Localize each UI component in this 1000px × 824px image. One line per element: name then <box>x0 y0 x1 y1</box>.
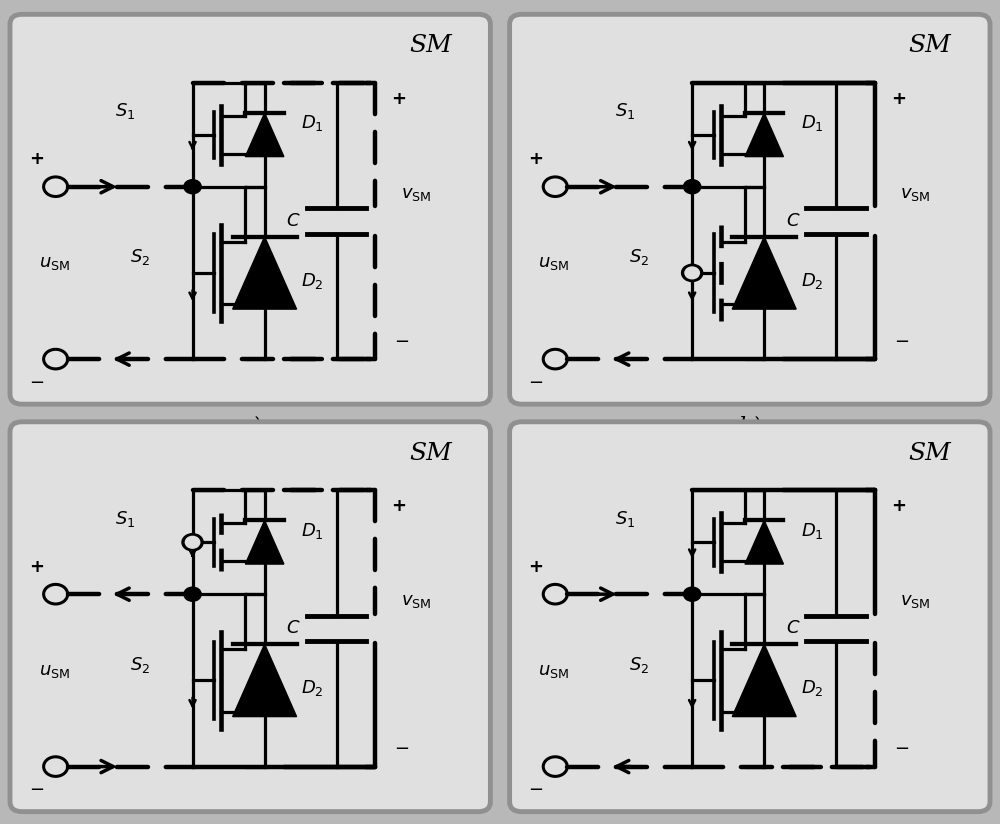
Polygon shape <box>233 644 297 717</box>
Text: $C$: $C$ <box>286 212 301 230</box>
Text: $S_1$: $S_1$ <box>615 508 635 529</box>
FancyBboxPatch shape <box>10 14 490 404</box>
Text: +: + <box>392 497 407 515</box>
Text: +: + <box>29 150 44 168</box>
Text: $D_2$: $D_2$ <box>801 678 824 698</box>
Text: $D_1$: $D_1$ <box>801 113 824 133</box>
Text: $D_1$: $D_1$ <box>301 521 324 541</box>
Text: SM: SM <box>409 34 452 57</box>
Text: $v_{\rm SM}$: $v_{\rm SM}$ <box>900 592 931 610</box>
Text: $S_2$: $S_2$ <box>629 655 649 675</box>
Text: $-$: $-$ <box>894 330 909 349</box>
Text: $S_1$: $S_1$ <box>615 101 635 121</box>
Circle shape <box>184 588 201 602</box>
Polygon shape <box>745 521 783 564</box>
Text: $S_2$: $S_2$ <box>130 655 150 675</box>
Text: SM: SM <box>409 442 452 465</box>
Circle shape <box>682 265 703 282</box>
Text: $u_{\rm SM}$: $u_{\rm SM}$ <box>538 662 570 680</box>
Text: b): b) <box>738 416 761 438</box>
Text: $-$: $-$ <box>29 372 44 390</box>
Text: +: + <box>891 497 906 515</box>
Text: $C$: $C$ <box>786 212 800 230</box>
Polygon shape <box>245 113 284 157</box>
Circle shape <box>684 588 701 602</box>
Circle shape <box>685 267 699 279</box>
Polygon shape <box>245 521 284 564</box>
Text: $-$: $-$ <box>29 780 44 797</box>
Circle shape <box>184 180 201 194</box>
Text: $v_{\rm SM}$: $v_{\rm SM}$ <box>401 185 431 203</box>
Text: $-$: $-$ <box>394 738 409 756</box>
Text: $-$: $-$ <box>894 738 909 756</box>
Text: $S_1$: $S_1$ <box>115 508 135 529</box>
FancyBboxPatch shape <box>10 422 490 812</box>
Circle shape <box>684 180 701 194</box>
Text: +: + <box>891 90 906 108</box>
Text: SM: SM <box>909 442 951 465</box>
Text: $S_2$: $S_2$ <box>629 247 649 267</box>
Text: $v_{\rm SM}$: $v_{\rm SM}$ <box>900 185 931 203</box>
FancyBboxPatch shape <box>510 14 990 404</box>
Text: $D_2$: $D_2$ <box>801 271 824 291</box>
Text: $v_{\rm SM}$: $v_{\rm SM}$ <box>401 592 431 610</box>
Text: a): a) <box>239 416 261 438</box>
Text: +: + <box>29 558 44 576</box>
Text: $-$: $-$ <box>394 330 409 349</box>
Text: +: + <box>529 558 544 576</box>
Text: $S_1$: $S_1$ <box>115 101 135 121</box>
Text: +: + <box>392 90 407 108</box>
Text: $u_{\rm SM}$: $u_{\rm SM}$ <box>39 254 70 272</box>
Text: $S_2$: $S_2$ <box>130 247 150 267</box>
Text: $D_1$: $D_1$ <box>801 521 824 541</box>
Text: $-$: $-$ <box>528 372 544 390</box>
Text: $D_2$: $D_2$ <box>301 271 324 291</box>
FancyBboxPatch shape <box>510 422 990 812</box>
Polygon shape <box>732 644 796 717</box>
Circle shape <box>185 536 200 548</box>
Text: SM: SM <box>909 34 951 57</box>
Text: $D_2$: $D_2$ <box>301 678 324 698</box>
Text: $C$: $C$ <box>286 620 301 638</box>
Text: $D_1$: $D_1$ <box>301 113 324 133</box>
Text: $u_{\rm SM}$: $u_{\rm SM}$ <box>538 254 570 272</box>
Polygon shape <box>732 236 796 309</box>
Text: +: + <box>529 150 544 168</box>
Text: $u_{\rm SM}$: $u_{\rm SM}$ <box>39 662 70 680</box>
Circle shape <box>182 534 203 551</box>
Text: $-$: $-$ <box>528 780 544 797</box>
Text: $C$: $C$ <box>786 620 800 638</box>
Polygon shape <box>745 113 783 157</box>
Polygon shape <box>233 236 297 309</box>
